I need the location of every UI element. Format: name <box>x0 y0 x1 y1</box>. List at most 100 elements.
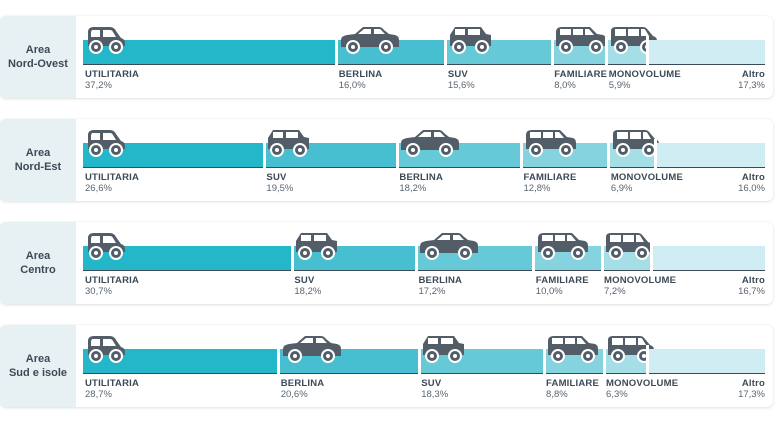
region-label-line: Area <box>25 44 51 56</box>
segment-divider <box>520 139 524 169</box>
category-label: SUV <box>421 378 442 389</box>
category-label: Altro <box>741 275 765 286</box>
category-value: 18,3% <box>421 389 449 400</box>
segment-divider <box>335 36 339 66</box>
sedan-icon <box>401 130 460 157</box>
car-icon-holder <box>339 24 401 59</box>
segment-divider <box>550 36 554 66</box>
region-label-line: Nord-Ovest <box>8 58 68 70</box>
stacked-bar: UTILITARIA 30,7% SUV 18,2% BERLINA 17,2% FAMIL… <box>83 222 765 304</box>
segment-divider <box>605 36 609 66</box>
category-value: 10,0% <box>535 286 563 297</box>
stacked-bar: UTILITARIA 37,2% BERLINA 16,0% SUV 15,6% FAMIL… <box>83 16 765 98</box>
category-label: SUV <box>294 275 315 286</box>
city-car-icon <box>88 27 125 54</box>
sedan-icon <box>282 336 341 363</box>
category-label: MONOVOLUME <box>610 172 684 183</box>
car-icon-holder <box>604 230 654 265</box>
city-car-icon <box>88 130 125 157</box>
segment-divider <box>532 242 536 272</box>
category-label: SUV <box>447 69 468 80</box>
bar-segment <box>647 40 765 64</box>
minivan-icon <box>610 27 657 54</box>
category-label: BERLINA <box>418 275 463 286</box>
region-panel: Area Sud e isole UTILITARIA 28,7% BERLINA 20,… <box>0 325 773 407</box>
region-label: Area Centro <box>0 222 76 304</box>
sedan-icon <box>420 233 479 260</box>
category-value: 37,2% <box>85 80 112 91</box>
category-value: 30,7% <box>85 286 112 297</box>
category-label: FAMILIARE <box>535 275 589 286</box>
category-label: BERLINA <box>399 172 444 183</box>
category-value: 16,0% <box>338 80 366 91</box>
region-label-line: Centro <box>20 264 56 276</box>
category-label: UTILITARIA <box>85 69 140 80</box>
car-icon-holder <box>611 127 661 162</box>
car-icon-holder <box>418 230 480 265</box>
bar-segment <box>83 40 337 64</box>
category-label: Altro <box>741 172 765 183</box>
car-icon-holder <box>281 333 343 368</box>
region-label-line: Nord-Est <box>14 161 62 173</box>
category-value: 12,8% <box>523 183 551 194</box>
stacked-bar: UTILITARIA 26,6% SUV 19,5% BERLINA 18,2% FAMIL… <box>83 119 765 201</box>
region-label-line: Area <box>25 147 51 159</box>
car-icon-holder <box>524 127 578 162</box>
category-label: BERLINA <box>280 378 325 389</box>
suv-icon <box>449 27 491 54</box>
suv-icon <box>296 233 338 260</box>
suv-icon <box>423 336 465 363</box>
segment-divider <box>417 345 421 375</box>
segment-divider <box>395 139 399 169</box>
category-value: 7,2% <box>604 286 626 297</box>
segment-divider <box>600 242 604 272</box>
region-label: Area Sud e isole <box>0 325 76 407</box>
car-icon-holder <box>294 230 340 265</box>
car-icon-holder <box>606 333 656 368</box>
category-value: 20,6% <box>280 389 308 400</box>
region-label-line: Sud e isole <box>8 367 68 379</box>
category-value: 26,6% <box>85 183 112 194</box>
car-icon-holder <box>85 230 127 265</box>
suv-icon <box>268 130 310 157</box>
minivan-icon <box>606 233 652 260</box>
region-panel: Area Nord-Est UTILITARIA 26,6% SUV 19,5% BERLI… <box>0 119 773 201</box>
category-label: MONOVOLUME <box>608 69 681 80</box>
segment-divider <box>649 242 653 272</box>
station-wagon-icon <box>525 130 576 157</box>
category-value: 16,0% <box>738 183 765 194</box>
bar-baseline <box>83 270 765 271</box>
car-icon-holder <box>85 333 127 368</box>
region-panel: Area Centro UTILITARIA 30,7% SUV 18,2% BERLINA… <box>0 222 773 304</box>
segment-divider <box>542 345 546 375</box>
segment-divider <box>607 139 611 169</box>
region-label-line: Area <box>25 250 51 262</box>
minivan-icon <box>612 130 659 157</box>
category-label: UTILITARIA <box>85 172 140 183</box>
city-car-icon <box>88 336 125 363</box>
category-value: 17,2% <box>418 286 446 297</box>
car-icon-holder <box>85 24 127 59</box>
car-icon-holder <box>448 24 494 59</box>
car-icon-holder <box>536 230 590 265</box>
segment-divider <box>444 36 448 66</box>
stacked-bar: UTILITARIA 28,7% BERLINA 20,6% SUV 18,3% FAMIL… <box>83 325 765 407</box>
category-label: FAMILIARE <box>523 172 577 183</box>
segment-divider <box>262 139 266 169</box>
station-wagon-icon <box>548 336 599 363</box>
category-label: BERLINA <box>338 69 383 80</box>
bar-baseline <box>83 167 765 168</box>
category-value: 8,0% <box>554 80 576 91</box>
category-value: 16,7% <box>738 286 765 297</box>
region-panel: Area Nord-Ovest UTILITARIA 37,2% BERLINA 16,0… <box>0 16 773 98</box>
segment-divider <box>654 139 658 169</box>
segment-divider <box>414 242 418 272</box>
segment-divider <box>277 345 281 375</box>
bar-segment <box>655 143 765 167</box>
bar-baseline <box>83 64 765 65</box>
car-icon-holder <box>609 24 659 59</box>
category-label: MONOVOLUME <box>606 378 679 389</box>
category-label: UTILITARIA <box>85 275 140 286</box>
category-value: 5,9% <box>608 80 631 91</box>
region-label-line: Area <box>25 353 51 365</box>
